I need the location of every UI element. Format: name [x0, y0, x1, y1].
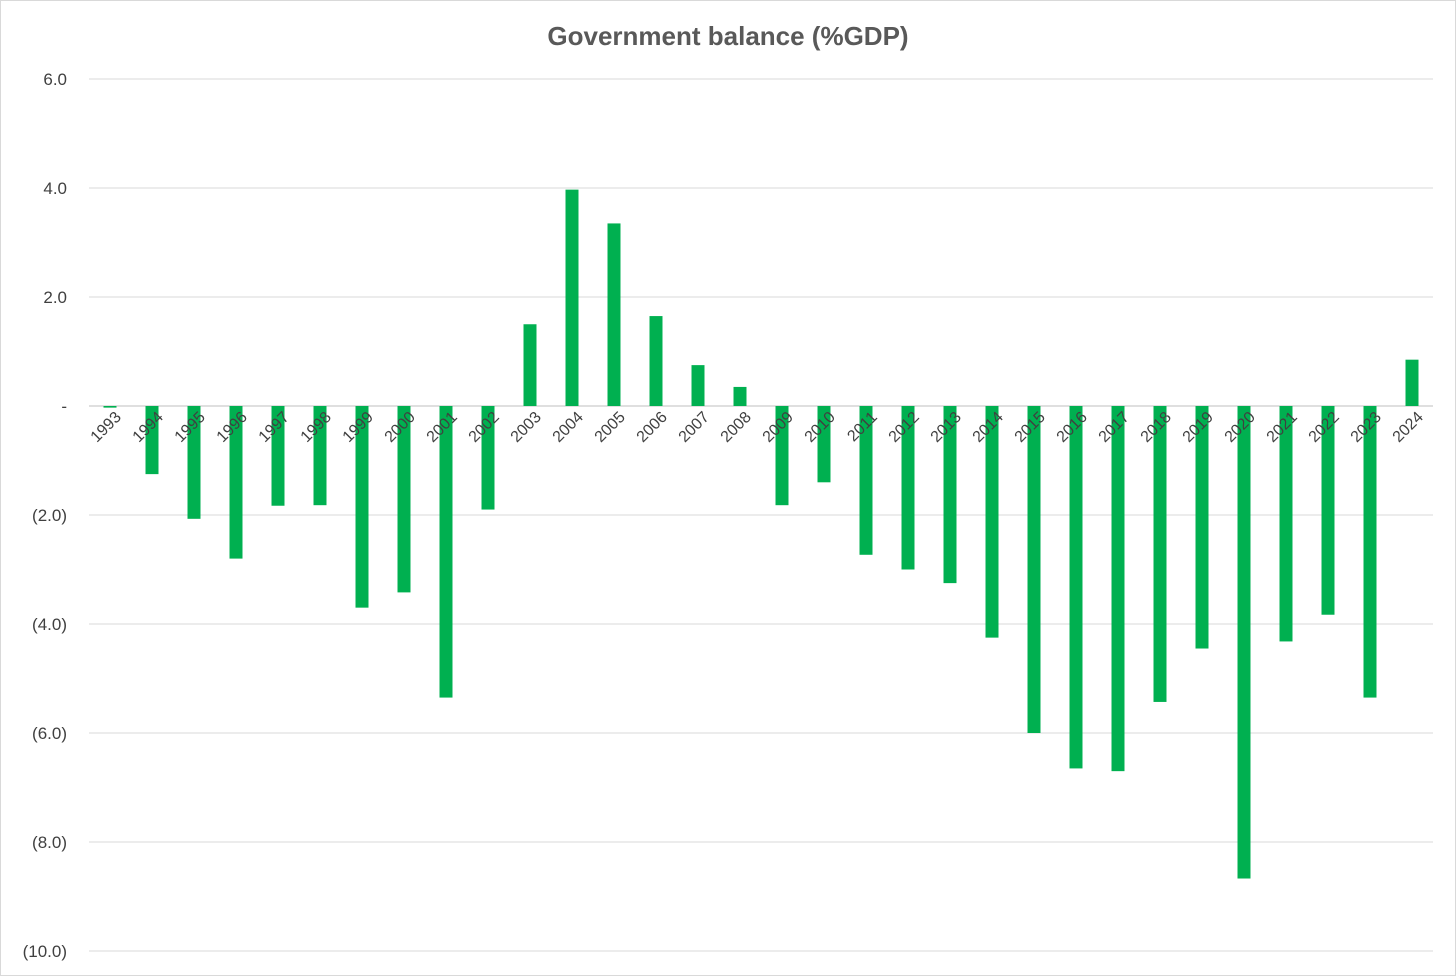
bar-1996 [229, 406, 243, 559]
bar-1995 [187, 406, 201, 519]
bars [103, 189, 1419, 879]
bar-2008 [733, 386, 747, 406]
x-tick-label: 2003 [508, 409, 545, 446]
x-tick-label: 2006 [634, 409, 671, 446]
bar-2003 [523, 324, 537, 406]
bar-1997 [271, 406, 285, 506]
y-tick-label: 2.0 [43, 288, 67, 307]
bar-2015 [1027, 406, 1041, 733]
x-tick-label: 2005 [592, 409, 629, 446]
bar-1993 [103, 406, 117, 408]
bar-1994 [145, 406, 159, 475]
y-tick-label: - [61, 397, 67, 416]
y-tick-label: (4.0) [32, 615, 67, 634]
bar-2018 [1153, 406, 1167, 702]
bar-2013 [943, 406, 957, 584]
bar-2001 [439, 406, 453, 698]
gridlines [89, 78, 1433, 952]
x-tick-label: 2008 [718, 409, 755, 446]
y-axis-tick-labels: 6.0 4.0 2.0 - (2.0) (4.0) (6.0) (8.0) (10.0) [23, 70, 67, 961]
bar-2014 [985, 406, 999, 638]
bar-1999 [355, 406, 369, 608]
y-tick-label: 4.0 [43, 179, 67, 198]
x-tick-label: 2007 [676, 409, 713, 446]
bar-2022 [1321, 406, 1335, 615]
x-tick-label: 2004 [550, 409, 587, 446]
bar-2021 [1279, 406, 1293, 642]
x-tick-label: 1993 [88, 409, 125, 446]
bar-2007 [691, 365, 705, 406]
bar-2019 [1195, 406, 1209, 649]
y-tick-label: (8.0) [32, 833, 67, 852]
y-tick-label: (2.0) [32, 506, 67, 525]
y-tick-label: (10.0) [23, 942, 67, 961]
bar-2005 [607, 223, 621, 406]
y-tick-label: (6.0) [32, 724, 67, 743]
y-tick-label: 6.0 [43, 70, 67, 89]
bar-2009 [775, 406, 789, 506]
bar-2002 [481, 406, 495, 510]
bar-2004 [565, 189, 579, 406]
bar-2016 [1069, 406, 1083, 769]
x-axis-tick-labels: 1993 1994 1995 1996 1997 1998 1999 2000 2001 2002… [88, 409, 1427, 446]
bar-2023 [1363, 406, 1377, 698]
bar-2011 [859, 406, 873, 555]
x-tick-label: 2024 [1390, 409, 1427, 446]
bar-2000 [397, 406, 411, 593]
bar-2006 [649, 316, 663, 406]
bar-1998 [313, 406, 327, 506]
bar-2020 [1237, 406, 1251, 879]
bar-2024 [1405, 359, 1419, 406]
bar-2017 [1111, 406, 1125, 772]
bar-2010 [817, 406, 831, 483]
chart-title: Government balance (%GDP) [547, 21, 908, 51]
bar-2012 [901, 406, 915, 570]
